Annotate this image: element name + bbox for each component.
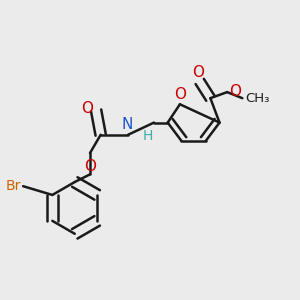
Text: O: O: [174, 87, 186, 102]
Text: CH₃: CH₃: [245, 92, 270, 105]
Text: O: O: [85, 159, 97, 174]
Text: O: O: [81, 101, 93, 116]
Text: O: O: [192, 65, 204, 80]
Text: H: H: [143, 129, 153, 143]
Text: Br: Br: [5, 179, 21, 193]
Text: N: N: [122, 117, 133, 132]
Text: O: O: [230, 84, 242, 99]
